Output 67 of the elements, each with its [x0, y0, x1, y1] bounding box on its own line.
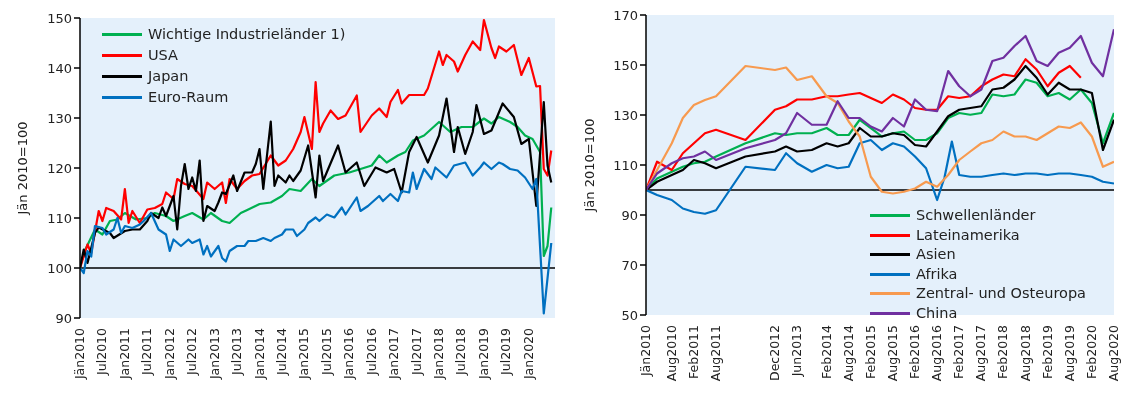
- x-tick-label: Aug2020: [1106, 324, 1121, 382]
- x-tick-label: Feb2014: [818, 324, 834, 379]
- legend-label: Wichtige Industrieländer 1): [148, 25, 346, 44]
- x-tick-label: Feb2019: [1039, 324, 1055, 379]
- x-tick-label: Aug2010: [663, 324, 679, 382]
- y-tick-label: 100: [47, 260, 72, 276]
- x-tick-label: Jän2010: [72, 327, 87, 381]
- y-tick-label: 90: [55, 310, 72, 326]
- x-tick-label: Feb2017: [951, 325, 967, 379]
- x-tick-label: Aug2014: [840, 324, 856, 382]
- x-tick-label: Jan2017: [386, 328, 402, 381]
- legend-label: Asien: [915, 245, 956, 264]
- x-tick-label: Aug2016: [929, 324, 945, 382]
- x-tick-label: Aug2015: [884, 325, 900, 382]
- y-axis-title: Jän 2010=100: [14, 121, 30, 216]
- y-tick-label: 140: [47, 60, 72, 76]
- y-tick-label: 170: [613, 7, 638, 23]
- x-tick-label: Feb2020: [1083, 324, 1099, 379]
- x-tick-label: Jul2019: [498, 327, 514, 376]
- x-tick-label: Jul2013: [229, 328, 245, 376]
- x-tick-label: Jan2014: [251, 327, 267, 381]
- x-tick-label: Jan2018: [431, 327, 447, 381]
- x-tick-label: Jul2014: [273, 327, 289, 376]
- x-tick-label: Aug2011: [708, 325, 724, 382]
- y-tick-label: 130: [47, 110, 72, 126]
- x-tick-label: Jan2013: [206, 328, 222, 381]
- legend-label: Schwellenländer: [915, 206, 1036, 225]
- x-tick-label: Feb2016: [907, 324, 923, 379]
- legend-label: Afrika: [915, 264, 958, 284]
- x-tick-label: Jun2013: [789, 325, 805, 378]
- y-axis-title: Jän 2010=100: [581, 118, 597, 213]
- y-tick-label: 110: [613, 157, 638, 173]
- x-tick-label: Jul2012: [184, 328, 200, 376]
- y-tick-label: 150: [47, 10, 72, 26]
- x-tick-label: Jan2015: [296, 328, 312, 381]
- x-tick-label: Jul2011: [139, 328, 155, 376]
- x-tick-label: Aug2019: [1061, 324, 1077, 382]
- y-tick-label: 120: [47, 160, 72, 176]
- x-tick-label: Feb2015: [862, 325, 878, 379]
- x-tick-label: Jul2010: [94, 327, 110, 376]
- legend-label: USA: [148, 46, 179, 65]
- x-tick-label: Dec2012: [766, 325, 782, 381]
- x-tick-label: Jan2019: [475, 327, 491, 381]
- x-tick-label: Jan2016: [341, 327, 357, 381]
- x-tick-label: Jul2015: [318, 328, 334, 376]
- x-tick-label: Jul2018: [453, 327, 469, 376]
- x-tick-label: Feb2011: [685, 325, 701, 379]
- y-tick-label: 90: [621, 207, 638, 223]
- y-tick-label: 150: [613, 57, 638, 73]
- x-tick-label: Jul2016: [363, 327, 379, 376]
- x-tick-label: Jan2012: [161, 328, 177, 381]
- x-tick-label: Jul2017: [408, 328, 424, 376]
- x-tick-label: Jan2011: [116, 328, 132, 381]
- legend-label: Euro-Raum: [148, 88, 229, 107]
- x-tick-label: Jan2020: [520, 327, 536, 381]
- x-tick-label: Feb2018: [995, 324, 1011, 379]
- legend-label: Zentral- und Osteuropa: [915, 284, 1086, 303]
- y-tick-label: 50: [621, 307, 638, 323]
- y-tick-label: 110: [47, 210, 72, 226]
- y-tick-label: 130: [613, 107, 638, 123]
- legend-label: China: [915, 303, 958, 323]
- x-tick-label: Aug2018: [1017, 324, 1033, 382]
- legend-label: Lateinamerika: [915, 225, 1020, 245]
- y-tick-label: 70: [621, 257, 638, 273]
- legend-label: Japan: [148, 67, 189, 86]
- x-tick-label: Jän2010: [638, 324, 653, 378]
- x-tick-label: Aug2017: [973, 325, 989, 382]
